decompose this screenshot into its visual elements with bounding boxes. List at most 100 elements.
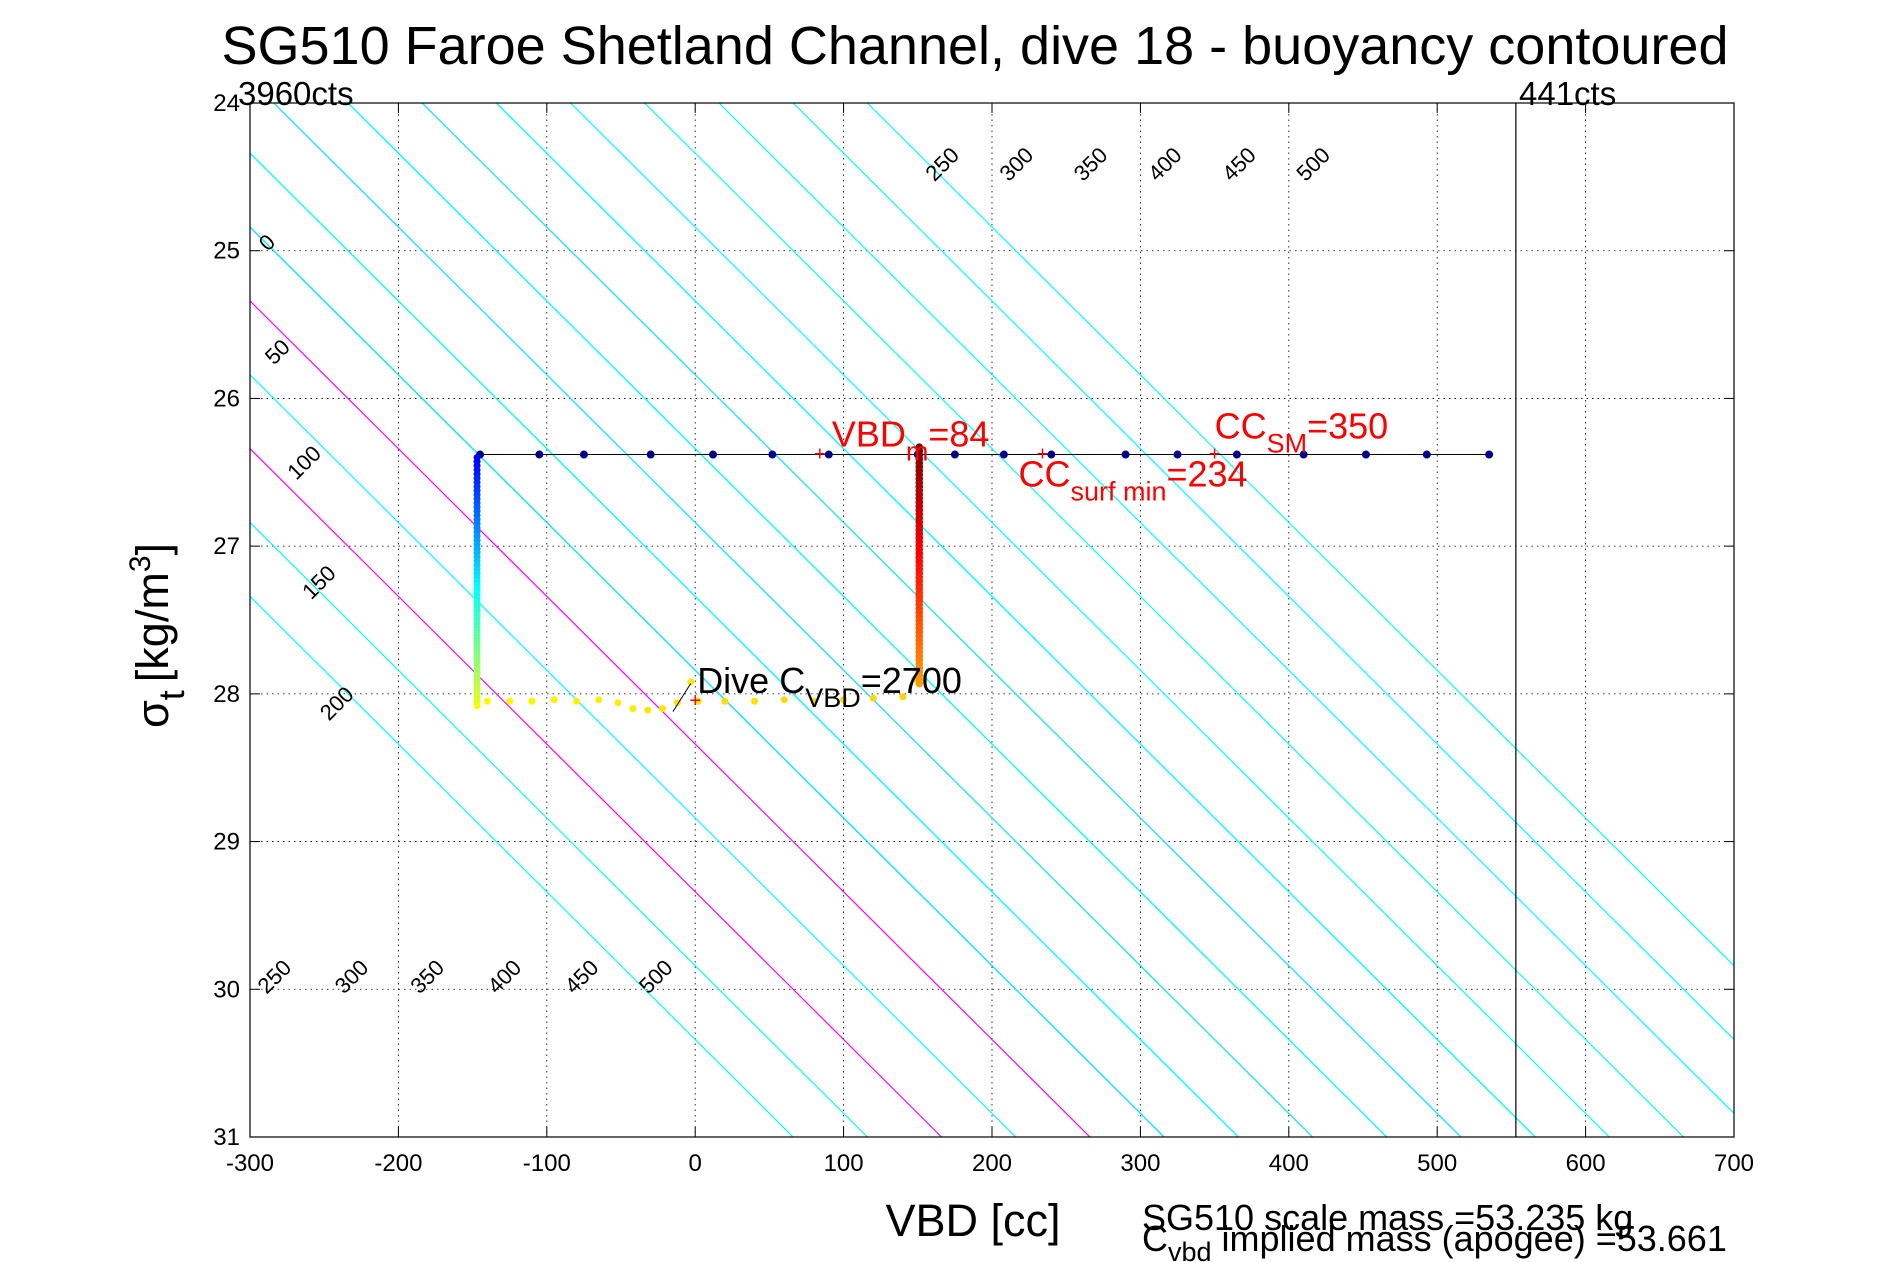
surface-point — [535, 450, 544, 459]
dive-point — [899, 693, 907, 701]
annotations: + VBDm=84 +CCSM=350+CCsurf min=234+Dive CV… — [672, 406, 1388, 713]
annotation-main-vbd: VBD — [832, 414, 906, 455]
dive-point — [550, 696, 558, 704]
dive-point — [614, 699, 622, 707]
x-axis-label: VBD [cc] — [885, 1195, 1060, 1246]
dive-point — [751, 697, 759, 705]
contour-line-wrap-50 — [250, 521, 868, 1137]
surface-point — [646, 450, 655, 459]
y-tick-label: 27 — [213, 533, 240, 560]
x-tick-label: -100 — [523, 1150, 571, 1177]
annotation-sub-vbd: m — [906, 437, 929, 467]
buoyancy-contours — [250, 103, 1734, 1137]
annotation-value-cvbd: =2700 — [861, 660, 962, 701]
contour-line-wrap-200 — [250, 300, 1091, 1137]
y-tick-label: 30 — [213, 976, 240, 1003]
contour-line-wrap-300 — [250, 152, 1239, 1137]
annotation-main-ccsm: CC — [1215, 406, 1267, 447]
surface-point — [1232, 450, 1241, 459]
x-tick-label: 400 — [1269, 1150, 1309, 1177]
annotation-marker-ccsm: + — [1209, 444, 1221, 466]
x-tick-label: 500 — [1417, 1150, 1457, 1177]
dive-point — [528, 697, 536, 705]
dive-point — [840, 696, 848, 704]
y-label-subscript: t — [151, 690, 192, 700]
contour-line-300 — [570, 103, 1610, 1137]
surface-point — [579, 450, 588, 459]
scale-mass-note: SG510 scale mass =53.235 kg — [1142, 1197, 1633, 1238]
dive-point — [687, 678, 695, 686]
x-tick-label: 600 — [1566, 1150, 1606, 1177]
dive-point — [629, 705, 637, 713]
dive-point — [473, 702, 481, 710]
dive-point — [780, 696, 788, 704]
dive-point — [644, 706, 652, 714]
implied-mass-tail: implied mass (apogee) =53.661 — [1212, 1218, 1727, 1259]
dive-point — [721, 697, 729, 705]
annotation-marker-vbd: + — [814, 444, 826, 466]
y-tick-label: 25 — [213, 238, 240, 265]
implied-mass-note: Cvbd implied mass (apogee) =53.661 — [1142, 1218, 1727, 1262]
contour-line-wrap-450 — [421, 103, 1462, 1137]
chart-title: SG510 Faroe Shetland Channel, dive 18 - … — [222, 16, 1729, 76]
contour-line-wrap-350 — [273, 103, 1313, 1137]
annotation-sub-ccsurf: surf min — [1070, 477, 1166, 507]
contour-line-wrap-500 — [495, 103, 1536, 1137]
dive-point — [483, 697, 491, 705]
y-tick-label: 26 — [213, 385, 240, 412]
axis-ticks: -300 -200 -100 0 100 200 300 400 500 600 700 24 25 26… — [213, 90, 1754, 1177]
x-tick-label: 100 — [824, 1150, 864, 1177]
y-tick-label: 24 — [213, 90, 240, 117]
annotation-main-ccsurf: CC — [1018, 454, 1070, 495]
annotation-sub-cvbd: VBD — [805, 683, 861, 713]
dive-point — [694, 697, 702, 705]
surface-point — [1485, 450, 1494, 459]
surface-point — [709, 450, 718, 459]
contour-line-450 — [792, 103, 1734, 1041]
contour-line-wrap-400 — [347, 103, 1388, 1137]
surface-point — [1422, 450, 1431, 459]
x-tick-label: 0 — [689, 1150, 702, 1177]
y-label-superscript: 3 — [124, 555, 157, 572]
y-label-sigma: σ — [127, 700, 178, 728]
x-tick-label: -300 — [226, 1150, 274, 1177]
dive-point — [506, 697, 514, 705]
x-tick-label: -200 — [374, 1150, 422, 1177]
contour-line-wrap-100 — [250, 447, 942, 1137]
surface-point — [999, 450, 1008, 459]
annotation-sub-ccsm: SM — [1267, 429, 1308, 459]
annotation-vbd: VBDm=84 — [832, 414, 990, 467]
annotation-cvbd: Dive CVBD=2700 — [697, 660, 962, 713]
y-label-units: [kg/m — [127, 572, 178, 682]
annotation-value-ccsurf: =234 — [1166, 454, 1247, 495]
implied-mass-c: C — [1142, 1218, 1168, 1259]
surface-point — [824, 450, 833, 459]
data-series — [473, 103, 1517, 1137]
y-tick-label: 29 — [213, 829, 240, 856]
annotation-marker-cvbd: + — [689, 690, 701, 712]
top-right-count-label: 441cts — [1519, 75, 1616, 112]
surface-point — [1361, 450, 1370, 459]
y-label-close: ] — [127, 543, 178, 556]
surface-point — [1047, 450, 1056, 459]
surface-point — [768, 450, 777, 459]
annotation-ccsurf: CCsurf min=234 — [1018, 454, 1247, 507]
x-tick-label: 300 — [1120, 1150, 1160, 1177]
contour-line-wrap-0 — [250, 595, 794, 1137]
contour-line-400 — [718, 103, 1734, 1115]
y-tick-label: 31 — [213, 1124, 240, 1151]
cvbd-leader-line — [672, 683, 692, 712]
annotation-main-cvbd: Dive C — [697, 660, 805, 701]
x-tick-label: 200 — [972, 1150, 1012, 1177]
dive-point — [595, 696, 603, 704]
surface-point — [1173, 450, 1182, 459]
top-left-count-label: 3960cts — [238, 75, 354, 112]
y-axis-label: σt [kg/m3] — [124, 543, 192, 728]
contour-line-wrap-150 — [250, 373, 1017, 1137]
surface-point — [950, 450, 959, 459]
dive-point — [572, 697, 580, 705]
surface-point — [1299, 450, 1308, 459]
contour-line-350 — [644, 103, 1684, 1137]
surface-point — [1121, 450, 1130, 459]
